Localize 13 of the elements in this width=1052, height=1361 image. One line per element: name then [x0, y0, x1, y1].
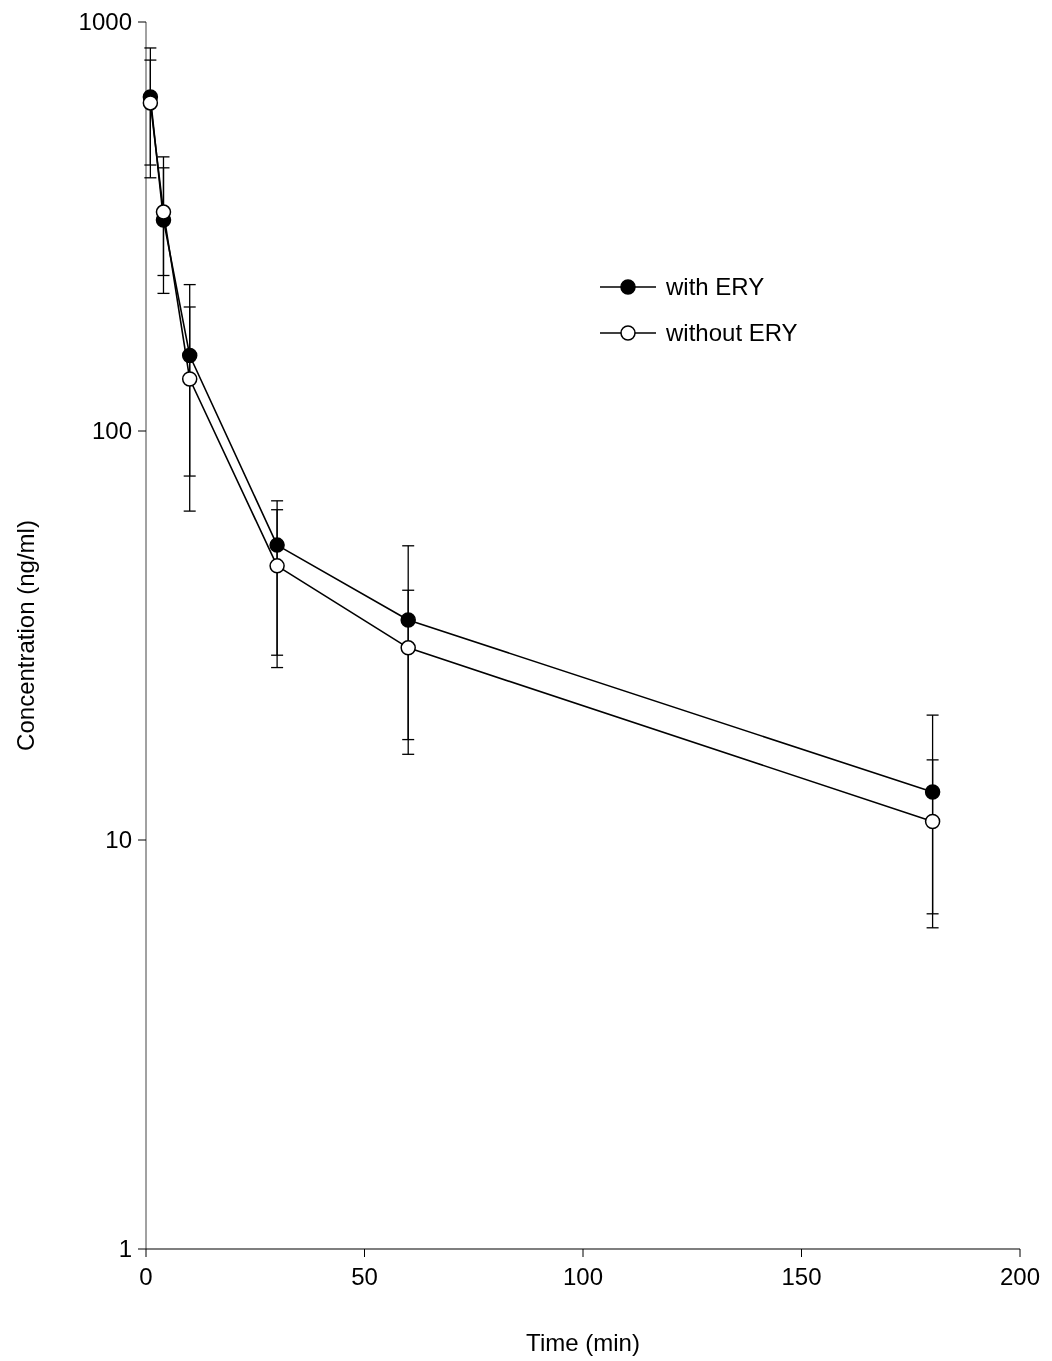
legend-label: with ERY [665, 273, 765, 300]
x-tick-label: 150 [781, 1263, 822, 1290]
legend-label: without ERY [665, 319, 798, 346]
y-tick-label: 10 [105, 826, 132, 853]
y-tick-label: 1 [118, 1235, 132, 1262]
x-tick-label: 100 [562, 1263, 604, 1290]
y-tick-label: 1000 [78, 8, 132, 35]
x-tick-label: 200 [999, 1263, 1041, 1290]
x-tick-label: 50 [351, 1263, 378, 1290]
x-axis-title: Time (min) [526, 1329, 640, 1356]
y-axis-title: Concentration (ng/ml) [12, 520, 39, 751]
y-tick-label: 100 [91, 417, 132, 444]
x-tick-label: 0 [139, 1263, 153, 1290]
